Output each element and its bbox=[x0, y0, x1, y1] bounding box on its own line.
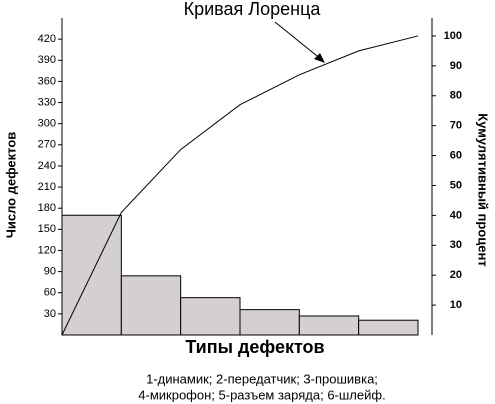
annotation-arrow bbox=[274, 21, 323, 61]
note: 1-динамик; 2-передатчик; 3-прошивка; bbox=[146, 371, 378, 386]
y2-tick-label: 80 bbox=[450, 90, 462, 102]
y-tick-label: 210 bbox=[38, 181, 56, 193]
x-axis-label: Типы дефектов bbox=[185, 337, 324, 357]
bar bbox=[120, 275, 182, 336]
y-tick-label: 420 bbox=[38, 33, 56, 45]
y-tick-label: 120 bbox=[38, 244, 56, 256]
cumulative-line bbox=[61, 35, 419, 336]
bar bbox=[358, 319, 419, 336]
y-axis-label: Число дефектов bbox=[3, 132, 18, 239]
y-tick-label: 360 bbox=[38, 75, 56, 87]
note: 4-микрофон; 5-разъем заряда; 6-шлейф. bbox=[138, 387, 385, 402]
y2-tick-label: 90 bbox=[450, 60, 462, 72]
y2-tick-label: 60 bbox=[450, 149, 462, 161]
bar bbox=[180, 297, 241, 336]
y2-tick-label: 10 bbox=[450, 299, 462, 311]
bar bbox=[239, 309, 300, 336]
y2-tick-label: 40 bbox=[450, 209, 462, 221]
y2-tick-label: 70 bbox=[450, 120, 462, 132]
y-tick-label: 330 bbox=[38, 96, 56, 108]
y2-tick-label: 20 bbox=[450, 269, 462, 281]
y2-tick-label: 30 bbox=[450, 239, 462, 251]
y-tick-label: 180 bbox=[38, 202, 56, 214]
y-tick-label: 90 bbox=[44, 266, 56, 278]
y-tick-label: 60 bbox=[44, 287, 56, 299]
y2-tick-label: 50 bbox=[450, 179, 462, 191]
y-tick-label: 240 bbox=[38, 160, 56, 172]
bar bbox=[298, 315, 360, 336]
y-tick-label: 270 bbox=[38, 139, 56, 151]
y2-axis-label: Кумулятивный процент bbox=[476, 113, 491, 266]
y-tick-label: 300 bbox=[38, 118, 56, 130]
y-tick-label: 390 bbox=[38, 54, 56, 66]
arrow-head bbox=[314, 53, 325, 63]
y2-tick-label: 100 bbox=[444, 30, 462, 42]
chart-title: Кривая Лоренца bbox=[184, 0, 322, 19]
y-tick-label: 150 bbox=[38, 223, 56, 235]
y-tick-label: 30 bbox=[44, 308, 56, 320]
